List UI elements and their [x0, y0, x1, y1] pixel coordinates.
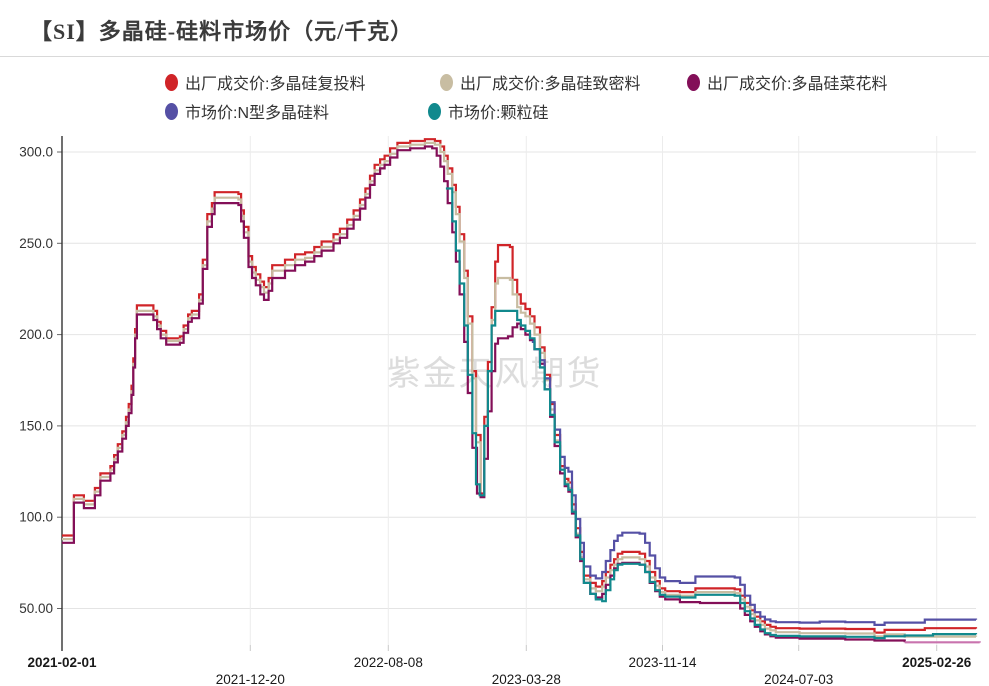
- y-tick-label: 100.0: [19, 510, 53, 525]
- series-line: [531, 340, 978, 626]
- series-line: [62, 138, 978, 634]
- page-title: 【SI】多晶硅-硅料市场价（元/千克）: [30, 19, 414, 44]
- legend-marker-icon: [687, 73, 700, 91]
- x-tick-label: 2021-02-01: [27, 655, 97, 670]
- series-line: [62, 141, 978, 638]
- x-tick-label: 2023-03-28: [492, 672, 561, 686]
- legend-item-4[interactable]: 市场价:N型多晶硅料: [165, 99, 329, 123]
- legend-item-3[interactable]: 出厂成交价:多晶硅菜花料: [687, 70, 887, 94]
- series-line: [62, 145, 906, 643]
- legend-marker-icon: [165, 102, 178, 120]
- x-tick-label: 2024-07-03: [764, 672, 833, 686]
- y-tick-label: 50.00: [19, 601, 53, 616]
- y-tick-label: 300.0: [19, 145, 53, 160]
- series-line: [445, 187, 978, 640]
- legend-label: 出厂成交价:多晶硅菜花料: [707, 76, 888, 93]
- title-divider: [0, 56, 989, 57]
- y-tick-label: 200.0: [19, 327, 53, 342]
- x-tick-label: 2025-02-26: [902, 655, 972, 670]
- x-tick-label: 2022-08-08: [354, 655, 423, 670]
- legend-label: 出厂成交价:多晶硅复投料: [185, 76, 366, 93]
- legend-marker-icon: [165, 73, 178, 91]
- legend-item-1[interactable]: 出厂成交价:多晶硅复投料: [165, 70, 365, 94]
- legend-item-2[interactable]: 出厂成交价:多晶硅致密料: [440, 70, 640, 94]
- legend-marker-icon: [440, 73, 453, 91]
- legend-label: 市场价:颗粒硅: [448, 105, 549, 122]
- legend-item-5[interactable]: 市场价:颗粒硅: [428, 99, 548, 123]
- legend: 出厂成交价:多晶硅复投料 出厂成交价:多晶硅致密料 出厂成交价:多晶硅菜花料市场价:…: [0, 0, 989, 130]
- x-tick-label: 2023-11-14: [628, 655, 697, 670]
- y-tick-label: 150.0: [19, 418, 53, 433]
- legend-label: 出厂成交价:多晶硅致密料: [460, 76, 641, 93]
- x-tick-label: 2021-12-20: [216, 672, 285, 686]
- legend-marker-icon: [428, 102, 441, 120]
- y-tick-label: 250.0: [19, 236, 53, 251]
- legend-label: 市场价:N型多晶硅料: [185, 105, 330, 122]
